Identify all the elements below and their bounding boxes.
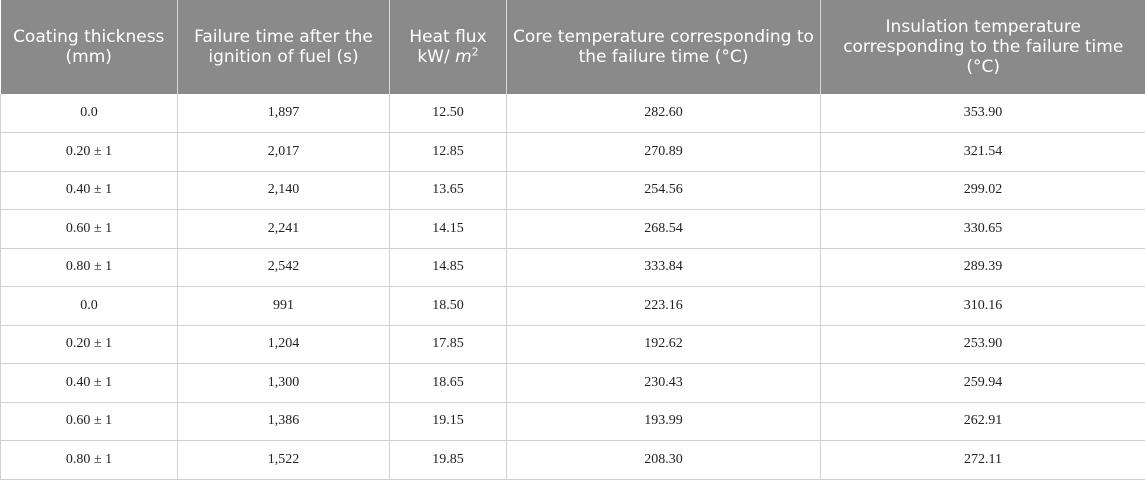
header-row: Coating thickness (mm) Failure time afte…: [1, 0, 1145, 94]
cell-failure-time: 2,017: [178, 133, 390, 172]
cell-failure-time: 2,542: [178, 248, 390, 287]
header-heat-flux-unit-m: m: [455, 47, 472, 67]
cell-failure-time: 1,386: [178, 402, 390, 441]
cell-failure-time: 1,204: [178, 325, 390, 364]
header-heat-flux-label: Heat flux: [409, 27, 486, 47]
cell-core-temperature: 270.89: [507, 133, 821, 172]
cell-core-temperature: 268.54: [507, 210, 821, 249]
cell-heat-flux: 12.85: [390, 133, 507, 172]
cell-heat-flux: 19.85: [390, 441, 507, 480]
cell-core-temperature: 223.16: [507, 287, 821, 326]
cell-failure-time: 2,140: [178, 171, 390, 210]
cell-core-temperature: 230.43: [507, 364, 821, 403]
cell-heat-flux: 17.85: [390, 325, 507, 364]
header-insulation-temperature: Insulation temperature corresponding to …: [821, 0, 1145, 94]
header-heat-flux-unit: kW/: [417, 47, 449, 67]
cell-insulation-temperature: 353.90: [821, 94, 1145, 133]
cell-core-temperature: 254.56: [507, 171, 821, 210]
cell-insulation-temperature: 253.90: [821, 325, 1145, 364]
cell-failure-time: 991: [178, 287, 390, 326]
cell-coating-thickness: 0.20 ± 1: [1, 325, 178, 364]
cell-core-temperature: 333.84: [507, 248, 821, 287]
cell-failure-time: 1,300: [178, 364, 390, 403]
cell-heat-flux: 14.15: [390, 210, 507, 249]
cell-failure-time: 2,241: [178, 210, 390, 249]
cell-insulation-temperature: 272.11: [821, 441, 1145, 480]
cell-coating-thickness: 0.40 ± 1: [1, 171, 178, 210]
header-coating-thickness: Coating thickness (mm): [1, 0, 178, 94]
cell-heat-flux: 13.65: [390, 171, 507, 210]
cell-coating-thickness: 0.40 ± 1: [1, 364, 178, 403]
cell-insulation-temperature: 310.16: [821, 287, 1145, 326]
cell-heat-flux: 19.15: [390, 402, 507, 441]
header-core-temperature: Core temperature corresponding to the fa…: [507, 0, 821, 94]
cell-coating-thickness: 0.80 ± 1: [1, 441, 178, 480]
cell-heat-flux: 18.50: [390, 287, 507, 326]
cell-failure-time: 1,522: [178, 441, 390, 480]
table-header: Coating thickness (mm) Failure time afte…: [1, 0, 1145, 94]
header-heat-flux-unit-exp: 2: [472, 45, 479, 58]
cell-insulation-temperature: 262.91: [821, 402, 1145, 441]
cell-heat-flux: 14.85: [390, 248, 507, 287]
cell-core-temperature: 282.60: [507, 94, 821, 133]
cell-heat-flux: 12.50: [390, 94, 507, 133]
cell-coating-thickness: 0.20 ± 1: [1, 133, 178, 172]
cell-coating-thickness: 0.60 ± 1: [1, 402, 178, 441]
header-failure-time: Failure time after the ignition of fuel …: [178, 0, 390, 94]
cell-insulation-temperature: 259.94: [821, 364, 1145, 403]
cell-insulation-temperature: 299.02: [821, 171, 1145, 210]
cell-coating-thickness: 0.0: [1, 287, 178, 326]
cell-coating-thickness: 0.80 ± 1: [1, 248, 178, 287]
cell-failure-time: 1,897: [178, 94, 390, 133]
cell-core-temperature: 193.99: [507, 402, 821, 441]
cell-insulation-temperature: 330.65: [821, 210, 1145, 249]
header-heat-flux: Heat flux kW/ m2: [390, 0, 507, 94]
cell-coating-thickness: 0.60 ± 1: [1, 210, 178, 249]
cell-insulation-temperature: 321.54: [821, 133, 1145, 172]
cell-insulation-temperature: 289.39: [821, 248, 1145, 287]
cell-core-temperature: 192.62: [507, 325, 821, 364]
cell-heat-flux: 18.65: [390, 364, 507, 403]
cell-core-temperature: 208.30: [507, 441, 821, 480]
cell-coating-thickness: 0.0: [1, 94, 178, 133]
